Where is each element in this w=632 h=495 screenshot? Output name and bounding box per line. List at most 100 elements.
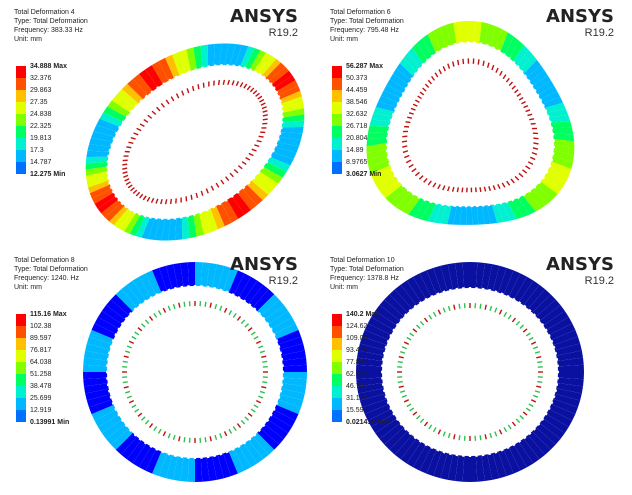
tooth-tip <box>404 342 409 344</box>
tooth-tip <box>171 199 172 204</box>
legend-swatch <box>16 374 26 386</box>
legend-label: 124.62 <box>346 323 368 330</box>
ansys-logo: ANSYS <box>546 6 614 27</box>
ansys-logo: ANSYS <box>230 254 298 275</box>
legend-label: 29.863 <box>30 87 52 94</box>
tooth-tip <box>184 437 185 442</box>
tooth-tip <box>496 68 498 73</box>
legend-swatch <box>332 102 342 114</box>
legend-label: 20.804 <box>346 135 368 142</box>
tooth-tip <box>198 84 199 89</box>
legend-label: 32.632 <box>346 111 368 118</box>
legend-swatch <box>16 138 26 150</box>
tooth-tip <box>163 431 165 436</box>
tooth-tip <box>407 117 412 118</box>
tooth-tip <box>404 400 409 402</box>
tooth-tip <box>236 81 238 86</box>
header-line: Type: Total Deformation <box>330 18 404 25</box>
tooth-tip <box>225 308 227 313</box>
tooth-tip <box>462 188 463 193</box>
tooth-tip <box>126 147 131 148</box>
tooth-tip <box>459 435 460 440</box>
tooth-tip <box>261 103 266 105</box>
legend-label: 19.813 <box>30 135 52 142</box>
tooth-tip <box>500 430 502 435</box>
header-line: Total Deformation 10 <box>330 257 395 264</box>
ring <box>356 262 584 482</box>
ansys-logo: ANSYS <box>546 254 614 275</box>
ansys-logo: ANSYS <box>230 6 298 27</box>
header-line: Unit: mm <box>14 284 42 291</box>
header-line: Unit: mm <box>330 36 358 43</box>
legend-swatch <box>16 362 26 374</box>
ring <box>86 43 305 240</box>
tooth-tip <box>443 186 445 190</box>
legend-label: 32.376 <box>30 75 52 82</box>
tooth-tip <box>415 100 419 102</box>
legend-label: 62.322 <box>346 371 368 378</box>
legend-swatch <box>332 410 342 422</box>
tooth-tip <box>125 179 130 181</box>
legend-label: 64.038 <box>30 359 52 366</box>
tooth-tip <box>123 361 128 362</box>
tooth-tip <box>262 361 267 362</box>
ring-segment <box>208 44 215 67</box>
legend-swatch <box>332 362 342 374</box>
tooth-tip <box>438 430 440 435</box>
tooth-tip <box>398 382 403 383</box>
tooth-tip <box>413 104 417 106</box>
legend-swatch <box>332 114 342 126</box>
tooth-tip <box>259 136 264 137</box>
tooth-tip <box>493 185 495 189</box>
header-line: Frequency: 1240. Hz <box>14 275 79 282</box>
legend-label: 56.287 Max <box>346 63 383 70</box>
header-line: Frequency: 1378.8 Hz <box>330 275 399 282</box>
tooth-tip <box>191 195 192 200</box>
legend-swatch <box>16 150 26 162</box>
legend-swatch <box>16 410 26 422</box>
tooth-tip <box>225 431 227 436</box>
panel: Total Deformation 8Type: Total Deformati… <box>14 254 307 482</box>
tooth-tip <box>478 59 479 64</box>
ring-segment <box>175 217 182 240</box>
legend-label: 14.787 <box>30 159 52 166</box>
header-line: Total Deformation 8 <box>14 257 75 264</box>
legend-label: 89.597 <box>30 335 52 342</box>
tooth-tip <box>480 187 481 192</box>
tooth-tip <box>531 400 536 402</box>
tooth-tip <box>137 128 142 130</box>
legend-label: 38.546 <box>346 99 368 106</box>
legend-label: 38.478 <box>30 383 52 390</box>
tooth-tip <box>438 310 440 315</box>
tooth-tip <box>480 304 481 309</box>
legend-swatch <box>332 326 342 338</box>
tooth-tip <box>498 184 500 188</box>
tooth-tip <box>402 141 407 142</box>
legend-label: 25.699 <box>30 395 52 402</box>
header-line: Unit: mm <box>330 284 358 291</box>
legend-swatch <box>332 150 342 162</box>
legend-label: 44.459 <box>346 87 368 94</box>
tooth-tip <box>480 435 481 440</box>
tooth-tip <box>256 341 261 343</box>
legend-label: 17.3 <box>30 147 44 154</box>
ring-segment <box>368 126 389 133</box>
legend-swatch <box>16 398 26 410</box>
legend-swatch <box>16 386 26 398</box>
tooth-tip <box>531 342 536 344</box>
tooth-tip <box>152 198 154 203</box>
tooth-tip <box>521 102 525 104</box>
figure: Total Deformation 4Type: Total Deformati… <box>0 0 632 495</box>
legend-label: 0.13991 Min <box>30 419 69 426</box>
tooth-tip <box>529 119 534 120</box>
header-line: Frequency: 383.33 Hz <box>14 27 83 34</box>
ring <box>367 21 575 225</box>
legend-swatch <box>332 374 342 386</box>
legend-swatch <box>16 66 26 78</box>
legend-label: 12.919 <box>30 407 52 414</box>
legend-label: 46.747 <box>346 383 368 390</box>
legend-label: 109.05 <box>346 335 368 342</box>
legend-swatch <box>16 114 26 126</box>
legend-swatch <box>332 386 342 398</box>
